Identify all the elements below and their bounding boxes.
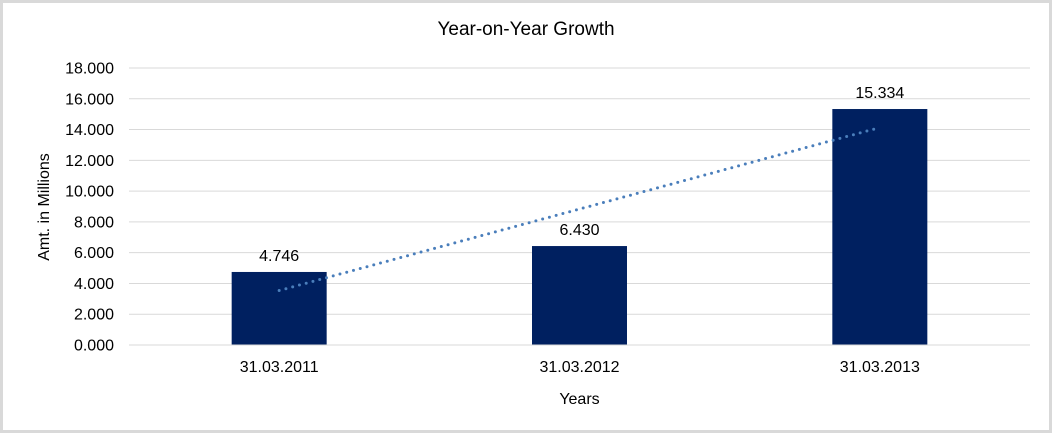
bar-31.03.2011 bbox=[231, 271, 327, 345]
chart-title: Year-on-Year Growth bbox=[437, 19, 615, 40]
y-tick-label: 0.000 bbox=[74, 338, 114, 355]
y-tick-label: 8.000 bbox=[74, 214, 114, 231]
y-tick-label: 10.000 bbox=[65, 184, 114, 201]
data-label: 6.430 bbox=[559, 222, 599, 239]
y-tick-label: 4.000 bbox=[74, 276, 114, 293]
y-tick-label: 2.000 bbox=[74, 307, 114, 324]
y-tick-label: 6.000 bbox=[74, 245, 114, 262]
trendline bbox=[277, 126, 882, 293]
data-label: 15.334 bbox=[855, 85, 904, 102]
bar-31.03.2013 bbox=[832, 109, 928, 345]
x-tick-label: 31.03.2013 bbox=[840, 359, 920, 376]
y-tick-label: 12.000 bbox=[65, 153, 114, 170]
y-tick-label: 16.000 bbox=[65, 91, 114, 108]
plot-area: 0.000 2.000 4.000 6.000 8.000 10.000 12.000 14.… bbox=[65, 61, 1030, 376]
x-tick-label: 31.03.2012 bbox=[539, 359, 619, 376]
x-axis-title: Years bbox=[559, 391, 600, 408]
y-tick-label: 14.000 bbox=[65, 122, 114, 139]
y-tick-label: 18.000 bbox=[65, 61, 114, 78]
x-tick-label: 31.03.2011 bbox=[240, 359, 319, 376]
data-label: 4.746 bbox=[259, 248, 299, 265]
bar-31.03.2012 bbox=[532, 246, 627, 345]
